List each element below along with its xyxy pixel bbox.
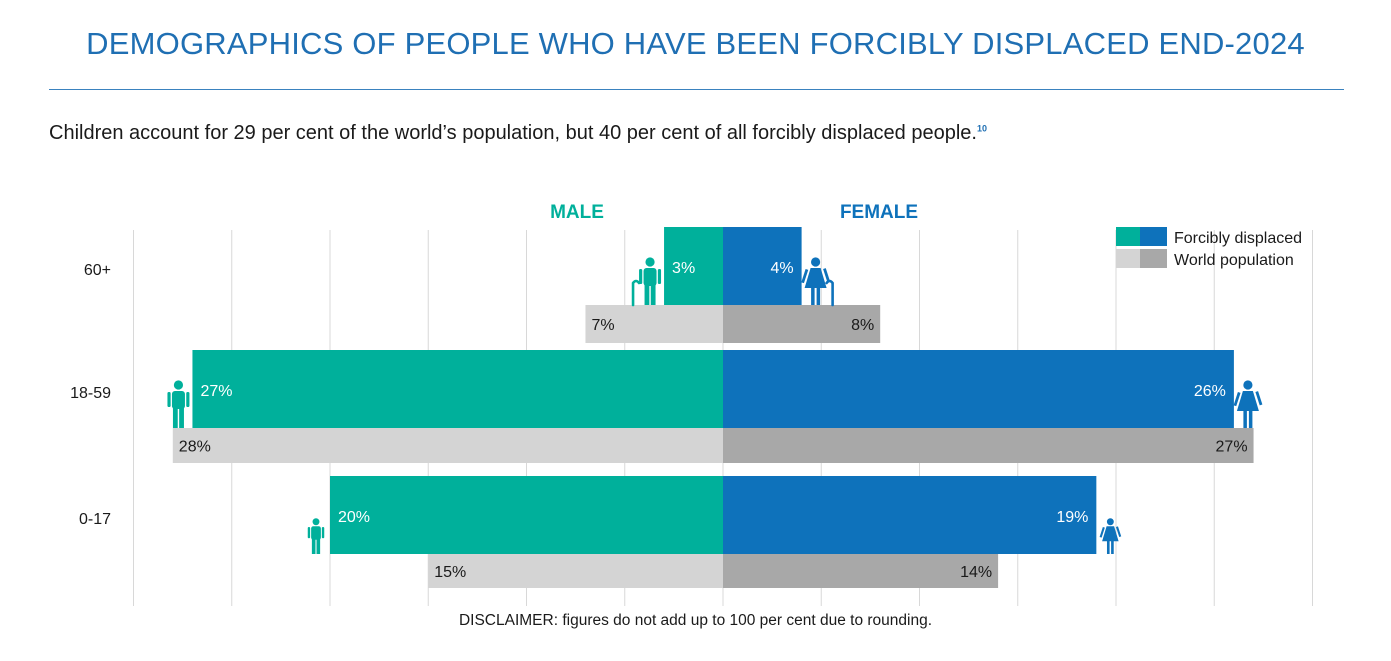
legend-swatch-female-displaced [1140, 227, 1167, 246]
bar-female-displaced [723, 227, 802, 305]
legend-label-displaced: Forcibly displaced [1174, 230, 1302, 247]
female-child-icon [1099, 518, 1122, 554]
female-adult-icon [1233, 380, 1263, 428]
label-male-world: 28% [179, 439, 211, 456]
bar-male-displaced [192, 350, 723, 428]
chart-title: DEMOGRAPHICS OF PEOPLE WHO HAVE BEEN FOR… [86, 26, 1305, 61]
label-male-displaced: 27% [200, 383, 232, 400]
label-female-displaced: 26% [1194, 383, 1226, 400]
label-female-world: 27% [1216, 439, 1248, 456]
label-female-displaced: 4% [770, 260, 793, 277]
male-child-icon [307, 518, 325, 554]
bar-female-world [723, 305, 881, 343]
title-divider [49, 89, 1344, 90]
male-elder-icon [631, 257, 662, 307]
bar-female-displaced [723, 350, 1234, 428]
label-male-world: 7% [591, 317, 614, 334]
disclaimer-note: DISCLAIMER: figures do not add up to 100… [458, 612, 933, 629]
bar-female-world [723, 428, 1254, 463]
male-side-label: MALE [550, 202, 604, 223]
label-male-displaced: 20% [338, 509, 370, 526]
chart-subtitle: Children account for 29 per cent of the … [49, 122, 987, 145]
label-female-world: 8% [851, 317, 874, 334]
age-label: 18-59 [70, 385, 111, 402]
bar-male-displaced [330, 476, 723, 554]
male-adult-icon [167, 380, 190, 428]
female-side-label: FEMALE [840, 202, 918, 223]
legend-swatch-male-world [1116, 249, 1140, 268]
age-label: 0-17 [79, 511, 111, 528]
female-elder-icon [801, 257, 834, 307]
bar-female-displaced [723, 476, 1097, 554]
label-male-displaced: 3% [672, 260, 695, 277]
legend-swatch-male-displaced [1116, 227, 1140, 246]
legend-swatch-female-world [1140, 249, 1167, 268]
subtitle-text: Children account for 29 per cent of the … [49, 122, 977, 144]
legend-label-world: World population [1174, 252, 1294, 269]
bar-male-world [428, 554, 723, 588]
label-female-world: 14% [960, 564, 992, 581]
bar-male-world [585, 305, 723, 343]
label-female-displaced: 19% [1056, 509, 1088, 526]
age-label: 60+ [84, 262, 111, 279]
bar-male-world [172, 428, 724, 463]
label-male-world: 15% [434, 564, 466, 581]
subtitle-footnote: 10 [976, 123, 987, 134]
bar-male-displaced [664, 227, 723, 305]
bar-female-world [723, 554, 999, 588]
